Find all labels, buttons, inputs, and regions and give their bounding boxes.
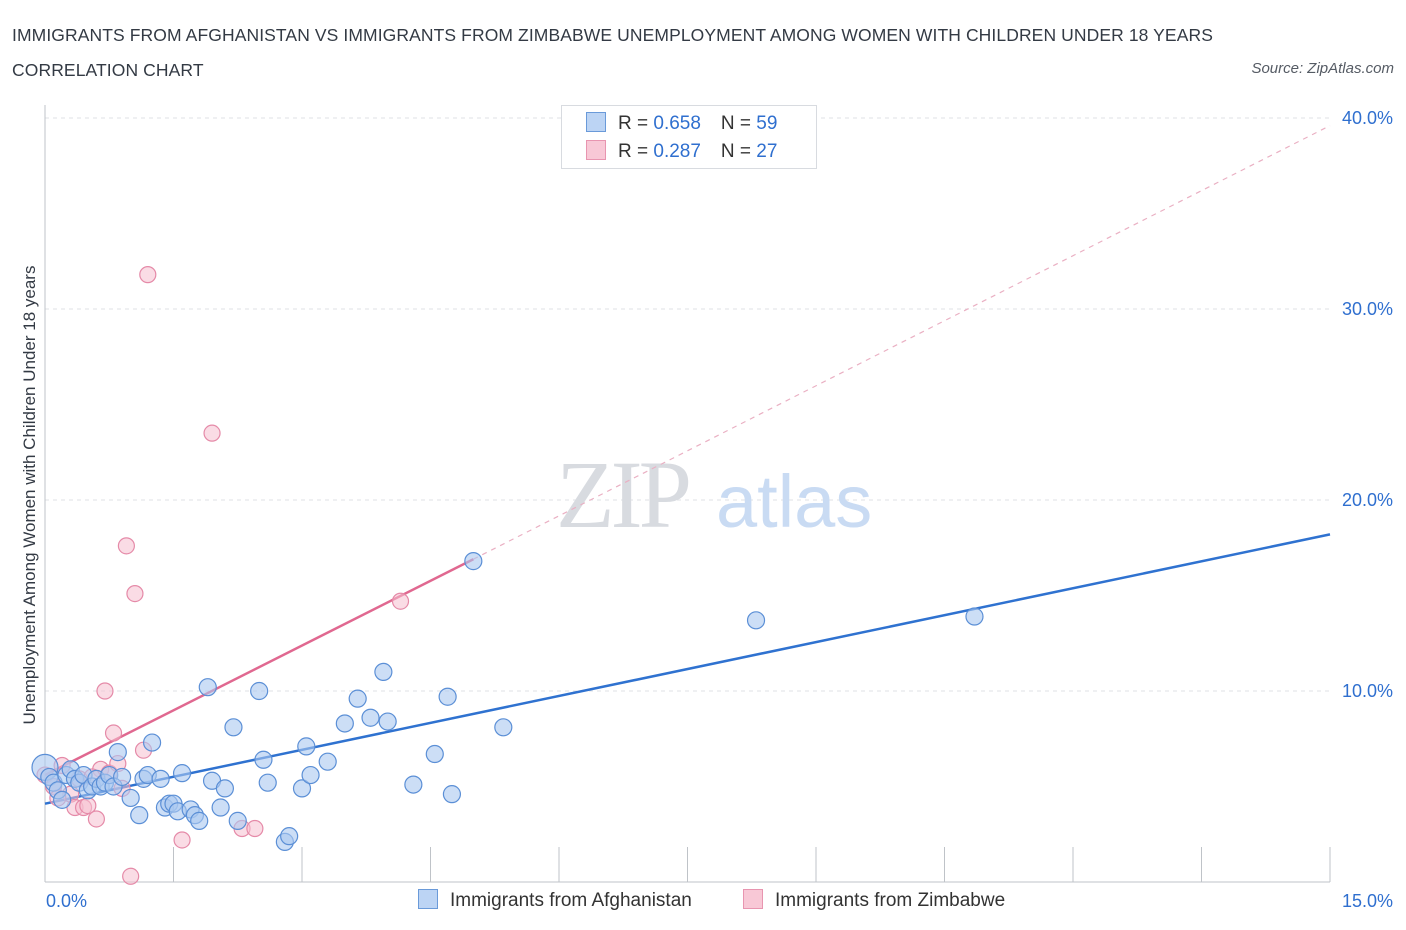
afghanistan-point xyxy=(108,743,127,762)
afghanistan-point xyxy=(301,765,320,785)
zimbabwe-point xyxy=(391,592,410,610)
afghanistan-point xyxy=(172,764,192,783)
zimbabwe-trend-line xyxy=(44,558,474,777)
afghanistan-point xyxy=(438,687,457,706)
grid-layer xyxy=(45,117,1330,692)
afghanistan-point xyxy=(361,708,380,727)
zimbabwe-point xyxy=(173,831,191,849)
bottom-legend-label-zimbabwe: Immigrants from Zimbabwe xyxy=(775,890,1006,911)
zimbabwe-point xyxy=(246,819,264,838)
legend-r-value: 0.287 xyxy=(653,141,701,162)
axis-layer: 10.0% 20.0% 30.0% 40.0% 0.0% 15.0% xyxy=(44,105,1393,911)
afghanistan-point xyxy=(425,744,444,764)
afghanistan-point xyxy=(464,552,483,571)
afghanistan-point xyxy=(130,806,149,825)
legend-n-value: 59 xyxy=(756,113,778,134)
afghanistan-point xyxy=(151,769,170,788)
bottom-legend-label-afghanistan: Immigrants from Afghanistan xyxy=(450,890,692,911)
legend-n-value: 27 xyxy=(756,141,778,162)
y-tick-label: 30.0% xyxy=(1342,299,1393,319)
zimbabwe-point xyxy=(117,537,135,555)
afghanistan-point xyxy=(215,779,234,798)
source-label: Source: ZipAtlas.com xyxy=(1251,60,1394,77)
afghanistan-point xyxy=(374,662,393,682)
afghanistan-point xyxy=(254,750,273,769)
legend-n-label: N = xyxy=(720,141,757,162)
watermark: ZIP atlas xyxy=(556,441,872,548)
afghanistan-point xyxy=(121,788,140,808)
y-axis-label: Unemployment Among Women with Children U… xyxy=(20,266,39,725)
afghanistan-point xyxy=(378,712,397,731)
legend-swatch-zimbabwe xyxy=(586,140,606,160)
afghanistan-point xyxy=(348,689,367,708)
afghanistan-point xyxy=(250,681,269,701)
legend-r-label: R = xyxy=(618,141,654,162)
legend-n-label: N = xyxy=(720,113,757,134)
bottom-legend-swatch-zimbabwe xyxy=(743,889,763,909)
legend-r-label: R = xyxy=(618,113,654,134)
points-layer xyxy=(31,266,984,885)
afghanistan-point xyxy=(335,714,354,733)
x-tick-label: 15.0% xyxy=(1342,891,1393,911)
y-tick-label: 40.0% xyxy=(1342,108,1393,128)
y-tick-label: 20.0% xyxy=(1342,490,1393,510)
afghanistan-point xyxy=(211,798,230,817)
afghanistan-point xyxy=(198,678,217,697)
afghanistan-point xyxy=(965,607,984,626)
afghanistan-point xyxy=(190,811,209,830)
zimbabwe-point xyxy=(96,682,114,700)
bottom-legend-zimbabwe: Immigrants from Zimbabwe xyxy=(743,889,1005,912)
bottom-legend-afghanistan: Immigrants from Afghanistan xyxy=(418,889,692,912)
afghanistan-point xyxy=(404,775,423,794)
zimbabwe-point xyxy=(203,424,221,442)
afghanistan-point xyxy=(318,752,337,771)
afghanistan-point xyxy=(292,779,312,798)
chart-title: IMMIGRANTS FROM AFGHANISTAN VS IMMIGRANT… xyxy=(12,25,1213,80)
y-tick-label: 10.0% xyxy=(1342,681,1393,701)
zimbabwe-point xyxy=(104,724,123,742)
zimbabwe-point xyxy=(87,810,106,828)
watermark-atlas: atlas xyxy=(716,460,872,543)
bottom-legend-swatch-afghanistan xyxy=(418,889,438,909)
afghanistan-point xyxy=(258,773,277,792)
x-tick-label: 0.0% xyxy=(46,891,87,911)
afghanistan-trend-line xyxy=(44,533,1331,805)
zimbabwe-point xyxy=(139,266,157,284)
afghanistan-point xyxy=(442,785,462,804)
afghanistan-point xyxy=(112,767,132,787)
legend-swatch-afghanistan xyxy=(586,112,606,132)
zimbabwe-point xyxy=(126,584,144,603)
legend-r-value: 0.658 xyxy=(653,113,701,134)
legend-row-zimbabwe: R = 0.287 N = 27 xyxy=(586,140,777,164)
legend-row-afghanistan: R = 0.658 N = 59 xyxy=(586,112,777,136)
zimbabwe-point xyxy=(122,867,140,885)
afghanistan-point xyxy=(494,718,513,737)
afghanistan-point xyxy=(228,811,247,830)
afghanistan-point xyxy=(280,827,299,846)
zimbabwe-trend-extension xyxy=(473,125,1331,560)
afghanistan-point xyxy=(224,718,243,737)
afghanistan-point xyxy=(746,611,766,630)
afghanistan-point xyxy=(53,790,72,809)
stats-legend: R = 0.658 N = 59 R = 0.287 N = 27 xyxy=(561,105,817,169)
afghanistan-point xyxy=(297,737,316,756)
watermark-zip: ZIP xyxy=(556,441,689,548)
afghanistan-point xyxy=(142,733,162,752)
